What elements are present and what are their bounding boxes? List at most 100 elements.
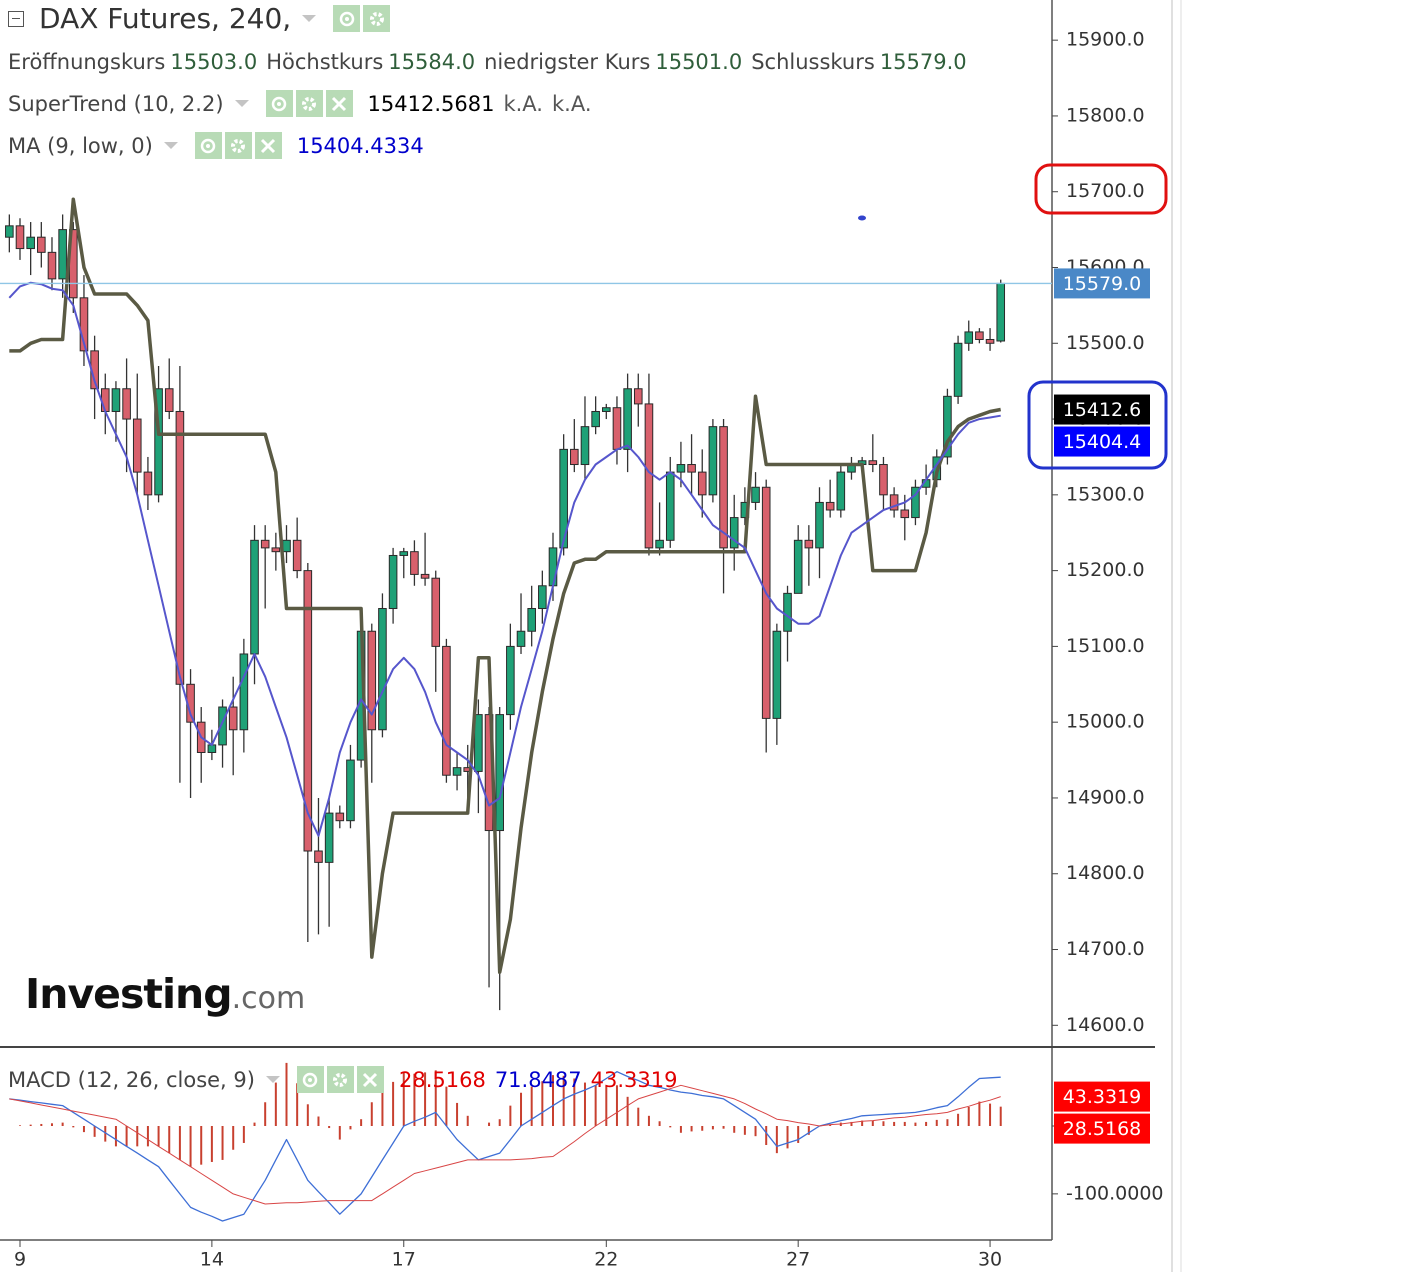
indicator-line <box>9 1084 1001 1205</box>
candle-body <box>410 551 419 575</box>
y-tick-label: 14900.0 <box>1066 786 1145 808</box>
candle-body <box>100 388 110 412</box>
price-tag <box>1054 394 1150 425</box>
y-tick-label: 15700.0 <box>1066 180 1145 202</box>
candle-body <box>431 577 441 647</box>
legend-value: 15584.0 <box>388 50 476 74</box>
candle-body <box>292 539 302 572</box>
price-tag-label: 28.5168 <box>1063 1118 1142 1140</box>
candle-body <box>793 539 803 594</box>
candle-body <box>228 706 238 731</box>
remove-icon[interactable] <box>325 90 353 117</box>
candle-body <box>815 501 824 549</box>
candle-body <box>825 501 835 511</box>
dropdown[interactable] <box>302 15 317 22</box>
settings-icon[interactable] <box>224 132 252 159</box>
settings-icon[interactable] <box>326 1066 354 1093</box>
candle-body <box>271 547 281 553</box>
candle-body <box>143 471 153 496</box>
candle-body <box>420 573 430 579</box>
candle-body <box>580 426 590 466</box>
candle-body <box>559 448 568 549</box>
x-tick-label: 14 <box>200 1249 224 1271</box>
legend-label: Eröffnungskurs <box>8 50 166 74</box>
candle-body <box>783 592 792 632</box>
dropdown[interactable] <box>163 142 178 149</box>
candle-body <box>527 608 536 632</box>
legend-label: Höchstkurs <box>266 50 384 74</box>
legend-value: 15579.0 <box>879 50 967 74</box>
candle-body <box>26 236 35 250</box>
y-tick-label: 15800.0 <box>1066 104 1145 126</box>
price-tag-label: 43.3319 <box>1063 1086 1142 1108</box>
marker <box>858 215 866 221</box>
legend-label: Schlusskurs <box>751 50 875 74</box>
candle-body <box>388 554 398 610</box>
candle-body <box>633 388 643 405</box>
candle-body <box>47 251 57 280</box>
candle-body <box>324 812 334 863</box>
highlight-red <box>1034 163 1168 215</box>
title-row: DAX Futures, 240, <box>8 2 391 35</box>
candle-body <box>79 297 89 352</box>
indicator-value: 28.5168 <box>398 1067 486 1092</box>
visibility-icon[interactable] <box>333 5 361 32</box>
candle-body <box>655 539 664 549</box>
candle-body <box>889 494 899 511</box>
highlight-blue <box>1027 380 1168 470</box>
candle-body <box>772 630 782 719</box>
settings-icon[interactable] <box>363 5 391 32</box>
y-tick-label: 15900.0 <box>1066 29 1145 51</box>
price-tag-label: 15412.6 <box>1063 399 1142 421</box>
candle-body <box>5 225 14 238</box>
candle-body <box>250 539 259 655</box>
watermark-brand: Investing <box>25 970 233 1018</box>
candle-body <box>154 388 163 496</box>
visibility-icon[interactable] <box>265 90 293 117</box>
legend-label: niedrigster Kurs <box>484 50 651 74</box>
indicator-value: k.A. <box>551 91 592 116</box>
remove-icon[interactable] <box>254 132 282 159</box>
y-tick-label: 15100.0 <box>1066 635 1145 657</box>
candle-body <box>303 570 313 852</box>
candle-body <box>378 608 387 731</box>
indicator-value: k.A. <box>503 91 543 116</box>
dropdown[interactable] <box>265 1076 280 1083</box>
candle-body <box>452 767 462 776</box>
candle-body <box>687 464 696 473</box>
candle-body <box>218 706 227 746</box>
indicator-value: 15404.4334 <box>296 133 424 158</box>
indicator-line <box>9 197 1002 975</box>
indicator-name: MA (9, low, 0) <box>8 133 153 158</box>
ma-legend: MA (9, low, 0) 15404.4334 <box>8 132 424 159</box>
collapse-button[interactable] <box>8 10 24 27</box>
legend-value: 15501.0 <box>655 50 743 74</box>
x-tick-label: 22 <box>594 1249 618 1271</box>
candle-body <box>612 407 622 450</box>
y-tick-label: 15500.0 <box>1066 332 1145 354</box>
dropdown[interactable] <box>234 100 249 107</box>
x-tick-label: 30 <box>978 1249 1002 1271</box>
candle-body <box>335 812 345 822</box>
candle-body <box>836 471 846 511</box>
candle-body <box>548 547 558 587</box>
indicator-line <box>9 1071 1001 1222</box>
settings-icon[interactable] <box>295 90 323 117</box>
indicator-value: 71.8487 <box>494 1067 582 1092</box>
candle-body <box>506 645 515 716</box>
candle-body <box>719 426 728 549</box>
candle-body <box>591 410 600 428</box>
candle-body <box>474 714 483 772</box>
ohlc-legend: Eröffnungskurs 15503.0 Höchstkurs 15584.0 … <box>8 50 967 74</box>
candle-body <box>37 236 46 253</box>
plot-area: 14600.0 14700.0 14800.0 14900.0 15000.0 15100… <box>0 29 1164 1271</box>
remove-icon[interactable] <box>356 1066 384 1093</box>
indicator-value: 15412.5681 <box>367 91 495 116</box>
supertrend-legend: SuperTrend (10, 2.2) 15412.5681 k.A. k.A… <box>8 90 592 117</box>
candle-body <box>900 509 910 519</box>
chart-title: DAX Futures, 240, <box>39 2 292 35</box>
visibility-icon[interactable] <box>194 132 222 159</box>
visibility-icon[interactable] <box>296 1066 324 1093</box>
price-tag-label: 15404.4 <box>1063 431 1142 453</box>
